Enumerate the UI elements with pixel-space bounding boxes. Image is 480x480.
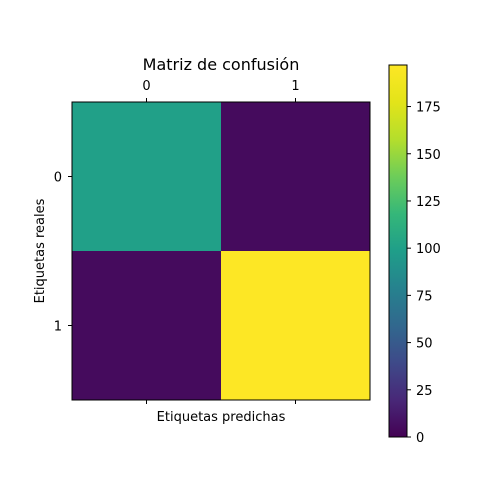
colorbar-tick-label-5: 125 <box>416 195 441 210</box>
heatmap-cells <box>72 102 370 400</box>
y-tick-label-0: 0 <box>54 171 62 186</box>
colorbar-tick-label-7: 175 <box>416 101 441 116</box>
y-axis-label: Etiquetas reales <box>33 198 48 303</box>
colorbar-tick-label-6: 150 <box>416 148 441 163</box>
colorbar-tick-label-1: 25 <box>416 384 433 399</box>
colorbar-tick-label-0: 0 <box>416 431 424 446</box>
chart-title: Matriz de confusión <box>143 55 300 74</box>
heatmap-cell-0-0 <box>72 102 221 251</box>
y-axis-ticks: 01 <box>54 171 72 335</box>
plot-frame <box>71 101 371 401</box>
colorbar-tick-label-2: 50 <box>416 337 433 352</box>
y-tick-label-1: 1 <box>54 320 62 335</box>
x-axis-label: Etiquetas predichas <box>157 410 286 425</box>
x-tick-label-0: 0 <box>142 79 150 94</box>
colorbar-tick-label-3: 75 <box>416 289 433 304</box>
heatmap-cell-0-1 <box>221 102 370 251</box>
heatmap-cell-1-0 <box>72 251 221 400</box>
heatmap-cell-1-1 <box>221 251 370 400</box>
colorbar-ticks: 0 25 50 75 100 125 150 175 <box>407 101 441 446</box>
x-tick-label-1: 1 <box>291 79 299 94</box>
colorbar <box>388 64 408 438</box>
colorbar-tick-label-4: 100 <box>416 242 441 257</box>
